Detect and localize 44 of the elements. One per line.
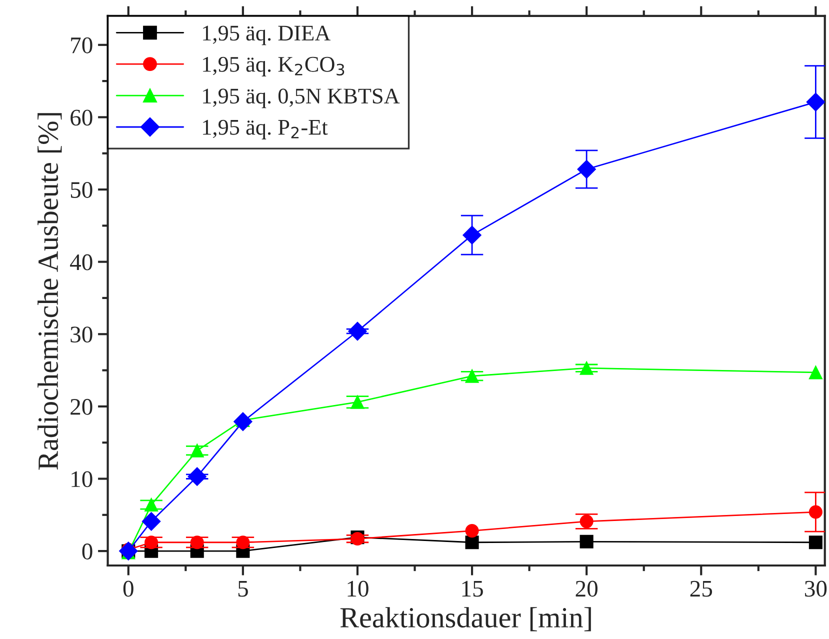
y-tick-label: 40 [70, 254, 92, 270]
point [188, 467, 206, 486]
legend-label: 1,95 äq. DIEA [203, 26, 331, 46]
point [236, 536, 250, 550]
y-tick-label: 60 [70, 110, 92, 126]
point [465, 369, 479, 383]
y-tick-label: 30 [70, 326, 92, 343]
point [808, 366, 822, 380]
x-axis-title: Reaktionsdauer [min] [340, 607, 591, 632]
x-tick-label: 20 [576, 580, 598, 597]
point [580, 534, 594, 548]
x-tick-label: 15 [462, 580, 483, 597]
x-tick-label: 5 [238, 581, 248, 597]
point [142, 512, 161, 531]
x-tick-label: 0 [123, 580, 134, 597]
point [465, 524, 479, 538]
legend-label: 1,95 äq. P$_{2}$-Et [203, 120, 328, 140]
legend-label: 1,95 äq. K$_{2}$CO$_{3}$ [203, 56, 344, 76]
point [119, 542, 138, 560]
x-tick-label: 30 [805, 580, 827, 597]
y-tick-label: 20 [70, 398, 92, 415]
y-tick-label: 0 [82, 544, 92, 560]
y-axis-title: Radiochemische Ausbeute [%] [38, 113, 62, 470]
x-tick-label: 10 [348, 580, 368, 597]
point [580, 361, 594, 375]
point [808, 536, 822, 550]
y-tick-label: 10 [72, 471, 92, 488]
x-tick-label: 25 [690, 580, 712, 597]
point [234, 412, 252, 431]
y-tick-label: 50 [70, 182, 92, 198]
legend-label: 1,95 äq. 0,5N KBTSA [203, 88, 400, 108]
y-tick-label: 70 [71, 37, 92, 54]
point [144, 498, 158, 512]
point [465, 536, 479, 550]
point [462, 226, 482, 244]
point [350, 395, 364, 409]
point [348, 322, 367, 341]
point [190, 536, 204, 550]
point [808, 505, 822, 519]
point [806, 92, 825, 112]
point [577, 160, 596, 179]
point [580, 514, 594, 528]
point [190, 444, 204, 458]
point [144, 536, 158, 550]
